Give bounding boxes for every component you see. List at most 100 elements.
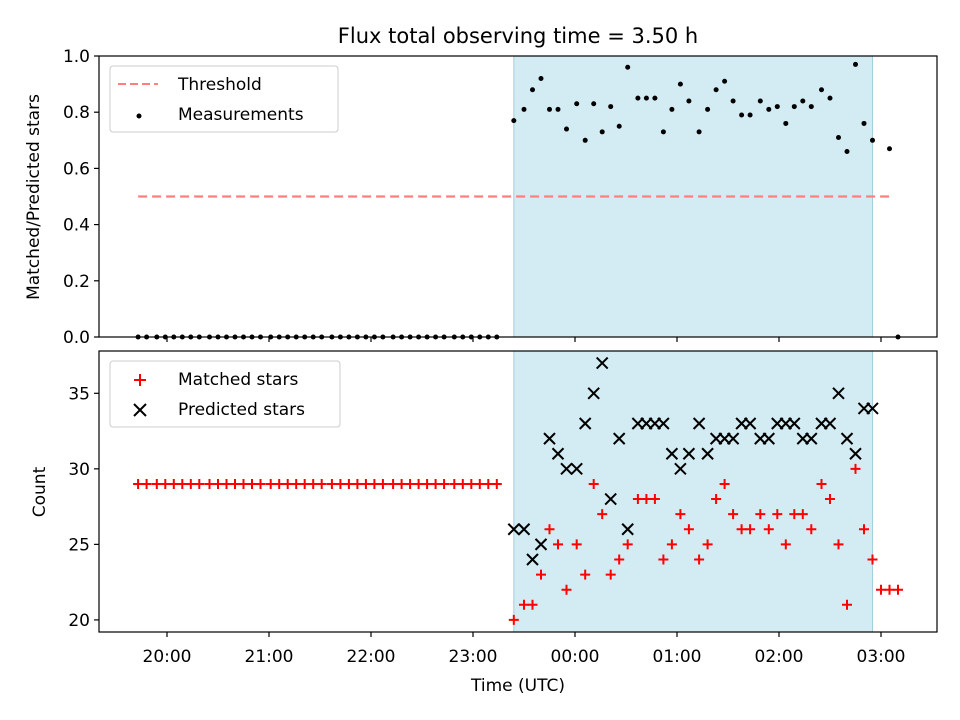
matched-star-point — [413, 478, 424, 489]
matched-star-point — [457, 478, 468, 489]
predicted-star-point — [665, 447, 679, 460]
matched-star-point — [876, 584, 886, 595]
matched-star-point — [842, 599, 852, 610]
predicted-star-point — [657, 417, 670, 430]
legend-threshold-label: Threshold — [177, 75, 262, 95]
measurement-point — [747, 112, 753, 118]
measurement-point — [739, 112, 745, 118]
measurement-point — [616, 123, 622, 129]
matched-star-point — [666, 539, 677, 550]
y-tick-label: 0.0 — [63, 328, 90, 348]
predicted-star-point — [788, 417, 801, 430]
predicted-star-point — [692, 417, 706, 430]
matched-star-point — [449, 478, 460, 489]
x-axis-ticks: 20:00 21:00 22:00 23:00 00:00 01:00 02:00 03:00 — [143, 337, 906, 667]
matched-star-point — [658, 554, 669, 565]
measurement-point — [713, 87, 719, 93]
measurement-point — [730, 98, 736, 104]
predicted-star-point — [517, 523, 531, 536]
measurement-point — [836, 134, 841, 140]
matched-star-point — [632, 494, 643, 505]
matched-star-point — [884, 584, 895, 595]
matched-star-point — [859, 524, 869, 535]
matched-star-point — [360, 478, 371, 489]
predicted-star-point — [543, 432, 556, 445]
top-series — [135, 61, 901, 340]
matched-star-point — [508, 614, 519, 625]
predicted-star-point — [840, 432, 854, 445]
matched-star-point — [204, 478, 215, 489]
predicted-star-point — [682, 447, 696, 460]
matched-star-point — [825, 494, 835, 505]
matched-star-point — [780, 539, 791, 550]
matched-star-point — [335, 478, 346, 489]
matched-star-point — [396, 478, 407, 489]
predicted-star-point — [534, 538, 548, 551]
matched-star-point — [230, 478, 240, 489]
x-tick-label: 22:00 — [347, 647, 396, 667]
matched-star-point — [711, 494, 722, 505]
matched-star-point — [343, 478, 354, 489]
measurement-point — [660, 129, 666, 135]
predicted-star-point — [823, 417, 837, 430]
y-tick-label: 0.2 — [63, 272, 90, 292]
measurement-point — [887, 146, 892, 152]
measurement-point — [722, 78, 728, 84]
measurement-point — [599, 129, 605, 135]
matched-star-point — [694, 554, 705, 565]
matched-star-point — [772, 509, 783, 520]
y-tick-label: 35 — [68, 384, 90, 404]
matched-star-point — [151, 478, 162, 489]
matched-star-point — [544, 524, 555, 535]
measurement-point — [774, 104, 780, 110]
matched-star-point — [763, 524, 774, 535]
measurement-point — [686, 98, 692, 104]
matched-star-point — [614, 554, 625, 565]
predicted-star-point — [587, 387, 600, 400]
matched-star-point — [571, 539, 582, 550]
matched-star-point — [789, 509, 800, 520]
matched-star-point — [649, 494, 660, 505]
bottom-legend: Matched stars Predicted stars — [109, 360, 341, 428]
legend-predicted-label: Predicted stars — [178, 400, 305, 420]
measurement-point — [861, 120, 867, 126]
top-axes-frame — [98, 55, 938, 338]
bottom-panel: 20 25 30 35 Count Matched stars Predicted s… — [30, 350, 938, 633]
matched-star-point — [745, 524, 756, 535]
matched-star-point — [238, 478, 249, 489]
top-legend-box — [109, 65, 339, 133]
matched-star-point — [291, 478, 302, 489]
measurement-point — [530, 87, 535, 93]
matched-star-point — [247, 478, 257, 489]
predicted-star-point — [560, 462, 573, 476]
measurement-point — [827, 95, 833, 101]
observing-window-bottom — [513, 350, 873, 633]
matched-star-point — [683, 524, 694, 535]
predicted-star-point — [726, 432, 740, 445]
matched-star-point — [728, 509, 739, 520]
measurement-point — [808, 104, 814, 110]
matched-star-point — [622, 539, 633, 550]
measurement-point — [677, 81, 683, 87]
y-tick-label: 0.8 — [63, 103, 90, 123]
matched-star-point — [352, 478, 363, 489]
matched-star-point — [439, 478, 450, 489]
matched-star-point — [833, 539, 844, 550]
predicted-star-point — [621, 523, 634, 536]
matched-star-point — [755, 509, 766, 520]
x-tick-label: 00:00 — [551, 647, 600, 667]
legend-measurements-label: Measurements — [178, 105, 304, 125]
predicted-star-point — [526, 553, 539, 566]
measurement-point — [625, 64, 631, 70]
measurement-point — [521, 106, 527, 112]
measurement-point — [547, 106, 552, 112]
matched-star-point — [405, 478, 416, 489]
measurement-point — [564, 126, 569, 132]
top-y-axis-label: Matched/Predicted stars — [24, 94, 44, 300]
matched-star-point — [597, 509, 608, 520]
measurement-point — [819, 87, 824, 93]
matched-star-point — [388, 478, 399, 489]
matched-star-point — [430, 478, 441, 489]
measurement-point — [574, 101, 580, 107]
